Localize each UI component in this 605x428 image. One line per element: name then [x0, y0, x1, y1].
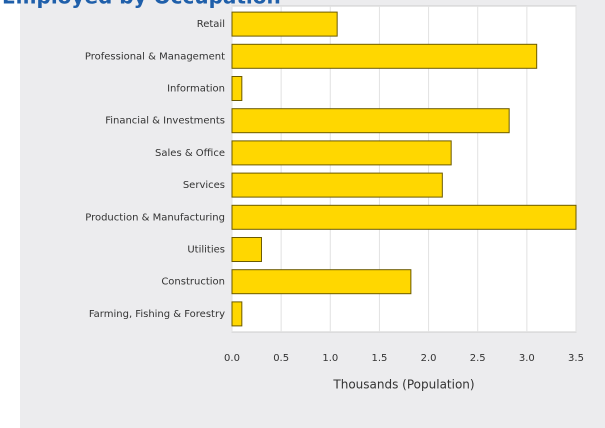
y-tick-label: Construction: [161, 277, 225, 288]
x-tick-label: 2.0: [421, 353, 437, 364]
bar: [231, 11, 338, 37]
bar: [231, 76, 243, 101]
y-tick-label: Information: [167, 84, 225, 95]
y-tick-label: Retail: [197, 19, 225, 30]
bar: [231, 140, 452, 166]
bar: [231, 269, 412, 295]
y-tick-label: Sales & Office: [155, 148, 225, 159]
x-tick-label: 3.0: [519, 353, 535, 364]
y-tick-label: Utilities: [187, 245, 225, 256]
x-axis-label: Thousands (Population): [332, 378, 474, 392]
bar: [231, 204, 577, 230]
x-tick-label: 1.5: [371, 353, 387, 364]
y-tick-label: Farming, Fishing & Forestry: [89, 309, 225, 320]
y-tick-label: Financial & Investments: [105, 116, 225, 127]
y-tick-label: Production & Manufacturing: [85, 212, 225, 223]
x-tick-label: 3.5: [568, 353, 584, 364]
chart-title: Employed by Occupation: [2, 0, 281, 9]
x-tick-label: 0.5: [273, 353, 289, 364]
x-tick-label: 2.5: [470, 353, 486, 364]
y-tick-label: Professional & Management: [85, 51, 225, 62]
bar: [231, 108, 510, 134]
x-tick-label: 0.0: [224, 353, 240, 364]
bar: [231, 237, 262, 262]
bar: [231, 43, 538, 69]
bar: [231, 172, 443, 198]
bar: [231, 301, 243, 327]
x-tick-label: 1.0: [322, 353, 338, 364]
y-tick-label: Services: [183, 180, 225, 191]
